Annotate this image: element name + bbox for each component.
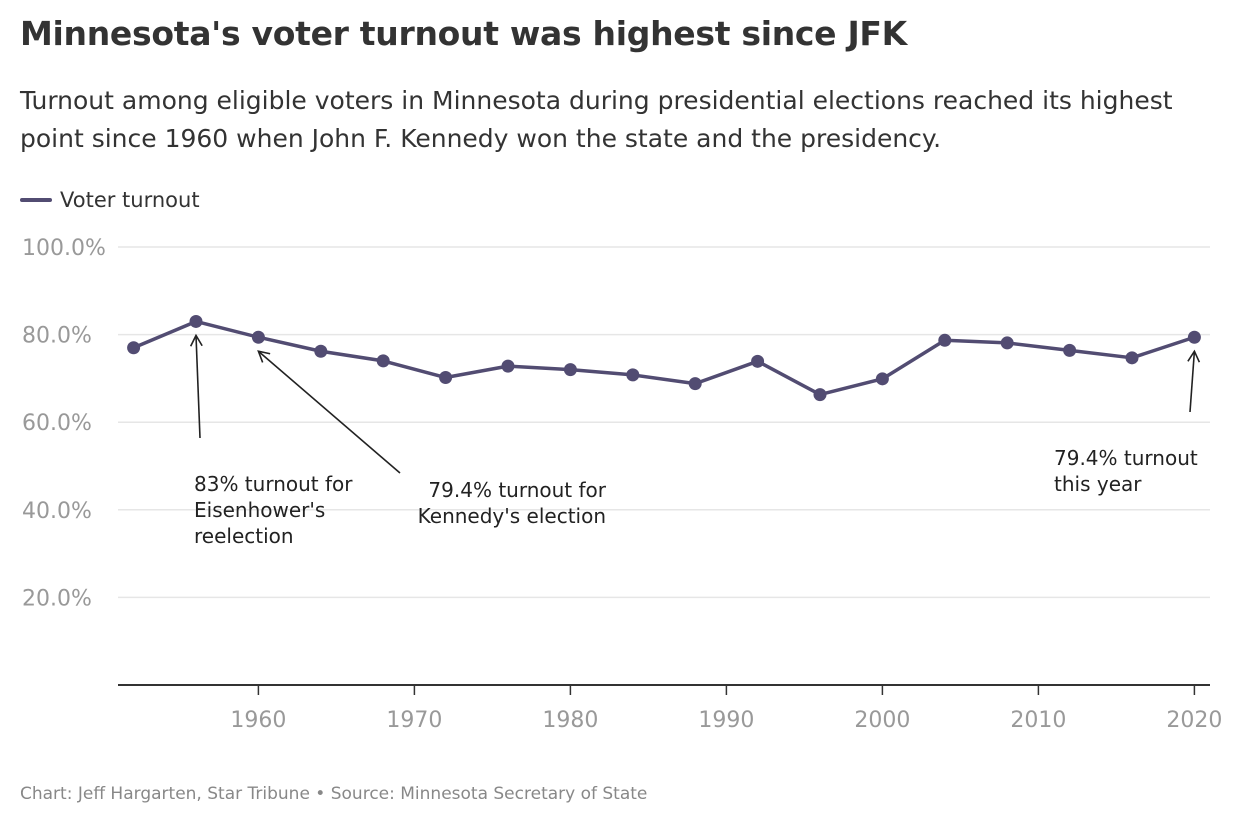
annotation-arrow	[1189, 351, 1196, 413]
data-point	[127, 341, 141, 355]
y-tick-label: 80.0%	[22, 324, 92, 349]
data-point	[688, 377, 702, 391]
annotation-line: 79.4% turnout	[1054, 446, 1198, 470]
annotation-text: 79.4% turnout for Kennedy's election	[418, 478, 607, 528]
data-point	[1125, 351, 1139, 365]
annotation-arrow	[257, 350, 401, 474]
chart-subtitle: Turnout among eligible voters in Minneso…	[20, 86, 1173, 153]
data-point	[314, 344, 328, 358]
data-point	[1063, 343, 1077, 357]
annotation-line: Eisenhower's	[194, 498, 325, 522]
y-tick-label: 20.0%	[22, 586, 92, 611]
data-point	[376, 354, 390, 368]
data-point	[251, 330, 265, 344]
x-tick-label: 2000	[854, 708, 910, 733]
legend: Voter turnout	[20, 188, 200, 212]
annotation-arrowhead	[257, 350, 271, 363]
data-point	[439, 371, 453, 385]
x-tick-label: 1960	[230, 708, 286, 733]
data-point	[626, 368, 640, 382]
x-tick-label: 1970	[386, 708, 442, 733]
y-tick-label: 60.0%	[22, 411, 92, 436]
annotation-line: 83% turnout for	[194, 472, 353, 496]
annotation-line: reelection	[194, 524, 294, 548]
annotation-arrowhead	[189, 333, 203, 347]
chart-title: Minnesota's voter turnout was highest si…	[20, 14, 907, 53]
annotation-text: 79.4% turnout this year	[1054, 446, 1198, 496]
legend-label: Voter turnout	[60, 188, 200, 212]
annotation-line: this year	[1054, 472, 1142, 496]
x-tick-label: 2020	[1166, 708, 1222, 733]
annotation-arrow	[195, 335, 201, 439]
legend-swatch	[20, 198, 52, 202]
annotation-text: 83% turnout for Eisenhower's reelection	[194, 472, 353, 548]
data-point	[1000, 336, 1014, 350]
x-tick-label: 1990	[698, 708, 754, 733]
data-point	[563, 363, 577, 377]
source-credit: Chart: Jeff Hargarten, Star Tribune • So…	[20, 784, 648, 804]
data-point	[1187, 330, 1201, 344]
y-tick-label: 40.0%	[22, 499, 92, 524]
annotation-arrowhead	[1187, 349, 1201, 363]
data-point	[189, 314, 203, 328]
data-point	[813, 388, 827, 402]
y-tick-label: 100.0%	[22, 236, 106, 261]
data-point	[875, 372, 889, 386]
data-point	[938, 333, 952, 347]
annotation-line: 79.4% turnout for	[428, 478, 606, 502]
data-point	[501, 359, 515, 373]
data-point	[751, 354, 765, 368]
annotation-line: Kennedy's election	[418, 504, 606, 528]
x-tick-label: 2010	[1010, 708, 1066, 733]
x-tick-label: 1980	[542, 708, 598, 733]
series-line	[132, 319, 1195, 397]
